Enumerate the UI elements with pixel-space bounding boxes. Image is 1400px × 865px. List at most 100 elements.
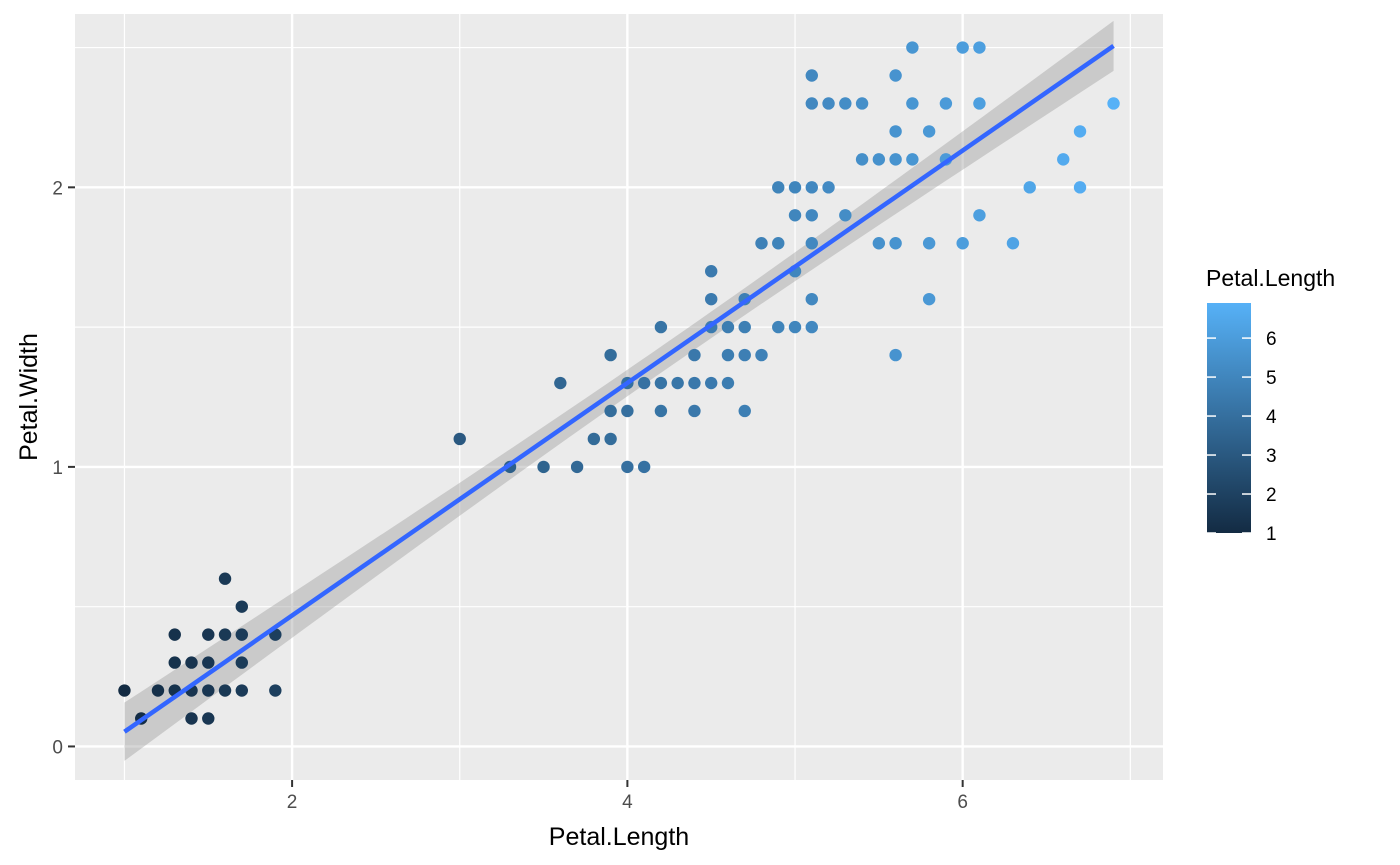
data-point bbox=[151, 684, 165, 697]
data-point bbox=[855, 153, 869, 166]
data-point bbox=[185, 656, 198, 669]
data-point bbox=[235, 628, 248, 641]
legend-label: 4 bbox=[1266, 407, 1277, 428]
legend-label: 1 bbox=[1266, 524, 1277, 545]
data-point bbox=[889, 69, 902, 82]
data-point bbox=[872, 237, 886, 250]
data-point bbox=[604, 348, 617, 362]
data-point bbox=[202, 684, 215, 697]
data-point bbox=[822, 97, 835, 110]
data-point bbox=[805, 320, 818, 334]
data-point bbox=[637, 376, 651, 390]
data-point bbox=[185, 712, 198, 725]
data-point bbox=[587, 432, 601, 446]
data-point bbox=[772, 237, 785, 250]
data-point bbox=[805, 181, 818, 194]
data-point bbox=[956, 237, 969, 250]
data-point bbox=[654, 404, 668, 418]
data-point bbox=[604, 404, 617, 418]
data-point bbox=[973, 97, 986, 110]
data-point bbox=[654, 376, 668, 390]
data-point bbox=[721, 348, 735, 362]
x-axis-title: Petal.Length bbox=[549, 823, 689, 851]
data-point bbox=[688, 348, 701, 362]
data-point bbox=[755, 348, 768, 362]
regression-line bbox=[123, 44, 1115, 734]
data-point bbox=[218, 572, 232, 585]
data-point bbox=[705, 292, 718, 306]
x-tick-label: 6 bbox=[957, 792, 968, 813]
data-point bbox=[1023, 181, 1036, 194]
data-point bbox=[922, 125, 936, 138]
data-point bbox=[554, 376, 567, 390]
data-point bbox=[721, 320, 735, 334]
data-point bbox=[570, 460, 584, 474]
x-tick-label: 4 bbox=[622, 792, 633, 813]
data-point bbox=[939, 97, 953, 110]
data-point bbox=[721, 376, 735, 390]
data-point bbox=[889, 125, 902, 138]
y-tick-label: 2 bbox=[52, 178, 63, 199]
data-point bbox=[822, 181, 835, 194]
data-point bbox=[218, 628, 232, 641]
y-axis-title: Petal.Width bbox=[15, 333, 43, 461]
regression-line-path bbox=[123, 44, 1115, 734]
y-tick-label: 1 bbox=[52, 458, 63, 479]
data-point bbox=[202, 628, 215, 641]
data-point bbox=[755, 237, 768, 250]
data-points bbox=[118, 41, 1120, 725]
data-point bbox=[705, 376, 718, 390]
data-point bbox=[872, 153, 886, 166]
legend-label: 6 bbox=[1266, 329, 1277, 350]
data-point bbox=[1006, 237, 1020, 250]
data-point bbox=[922, 292, 936, 306]
data-point bbox=[839, 97, 852, 110]
data-point bbox=[168, 628, 181, 641]
data-point bbox=[218, 684, 232, 697]
data-point bbox=[637, 460, 651, 474]
axes: 2 4 6 0 1 2 bbox=[52, 178, 968, 813]
data-point bbox=[118, 684, 131, 697]
data-point bbox=[889, 237, 902, 250]
data-point bbox=[688, 404, 701, 418]
data-point bbox=[906, 153, 919, 166]
data-point bbox=[1073, 181, 1087, 194]
data-point bbox=[235, 684, 248, 697]
data-point bbox=[537, 460, 550, 474]
data-point bbox=[805, 209, 818, 222]
data-point bbox=[805, 69, 818, 82]
data-point bbox=[788, 209, 802, 222]
data-point bbox=[805, 97, 818, 110]
legend-label: 5 bbox=[1266, 368, 1277, 389]
data-point bbox=[202, 712, 215, 725]
data-point bbox=[889, 153, 902, 166]
data-point bbox=[788, 181, 802, 194]
data-point bbox=[1107, 97, 1120, 110]
plot-panel bbox=[75, 14, 1163, 780]
data-point bbox=[202, 656, 215, 669]
data-point bbox=[889, 348, 902, 362]
data-point bbox=[1073, 125, 1087, 138]
data-point bbox=[621, 404, 634, 418]
data-point bbox=[922, 237, 936, 250]
data-point bbox=[906, 41, 919, 54]
data-point bbox=[235, 600, 248, 613]
data-point bbox=[269, 684, 282, 697]
data-point bbox=[1057, 153, 1070, 166]
data-point bbox=[906, 97, 919, 110]
legend-label: 2 bbox=[1266, 485, 1277, 506]
data-point bbox=[855, 97, 869, 110]
data-point bbox=[805, 292, 818, 306]
data-point bbox=[671, 376, 684, 390]
data-point bbox=[738, 348, 751, 362]
data-point bbox=[788, 320, 802, 334]
data-point bbox=[738, 320, 751, 334]
data-point bbox=[453, 432, 466, 446]
legend-label: 3 bbox=[1266, 446, 1277, 467]
x-tick-label: 2 bbox=[287, 792, 298, 813]
data-point bbox=[604, 432, 617, 446]
y-tick-label: 0 bbox=[52, 737, 63, 758]
data-point bbox=[688, 376, 701, 390]
data-point bbox=[805, 237, 818, 250]
data-point bbox=[772, 320, 785, 334]
